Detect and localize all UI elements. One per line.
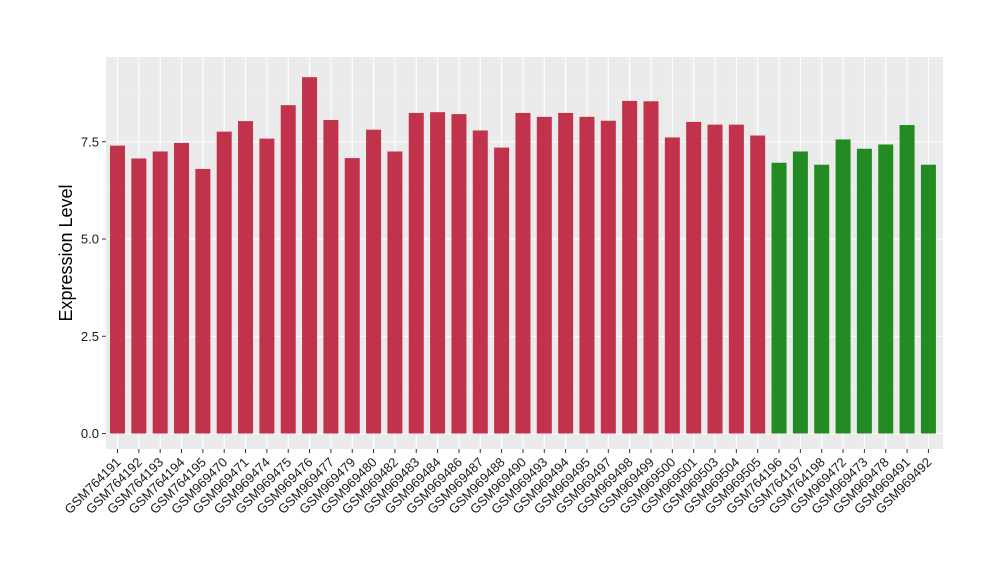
bar-GSM969491 [899, 125, 915, 434]
bar-GSM969505 [750, 135, 766, 434]
bar-GSM969486 [451, 114, 467, 434]
x-axis: GSM764191GSM764192GSM764193GSM764194GSM7… [61, 449, 935, 517]
y-tick-label: 0.0 [81, 426, 99, 441]
bar-GSM969490 [515, 112, 531, 434]
bar-GSM969480 [366, 129, 382, 434]
bar-GSM969479 [344, 158, 360, 434]
bar-GSM969501 [686, 121, 702, 434]
bar-GSM969482 [387, 151, 403, 434]
bar-GSM969473 [856, 148, 872, 434]
bar-GSM969488 [494, 147, 510, 434]
bar-GSM969493 [536, 116, 552, 434]
bar-GSM969494 [558, 112, 574, 434]
y-tick-label: 7.5 [81, 134, 99, 149]
bar-GSM969472 [835, 139, 851, 434]
y-tick-label: 5.0 [81, 232, 99, 247]
bar-GSM969474 [259, 138, 275, 434]
bar-GSM969497 [600, 120, 616, 434]
bar-GSM969471 [238, 121, 254, 434]
bar-GSM969498 [622, 100, 638, 434]
bar-GSM969476 [302, 77, 318, 434]
bar-GSM969500 [664, 137, 680, 434]
bar-GSM969475 [280, 105, 296, 434]
bar-GSM764193 [152, 151, 168, 434]
bar-GSM764194 [174, 142, 190, 434]
bar-GSM764192 [131, 158, 147, 434]
bar-GSM764197 [792, 151, 808, 434]
bar-GSM969487 [472, 130, 488, 434]
bar-GSM764191 [110, 145, 125, 434]
bar-GSM764196 [771, 162, 787, 434]
bar-GSM969492 [920, 164, 936, 434]
y-axis-title: Expression Level [56, 184, 76, 321]
bar-GSM764198 [814, 164, 830, 434]
bars-group [110, 77, 936, 434]
bar-GSM764195 [195, 168, 211, 434]
y-axis: 0.0 2.5 5.0 7.5 [81, 134, 106, 441]
y-tick-label: 2.5 [81, 329, 99, 344]
bar-GSM969478 [878, 144, 894, 434]
bar-GSM969495 [579, 116, 595, 434]
bar-GSM969477 [323, 119, 339, 434]
bar-GSM969504 [728, 124, 744, 434]
bar-GSM969503 [707, 124, 723, 434]
bar-GSM969470 [216, 131, 232, 434]
bar-GSM969484 [430, 112, 446, 434]
bar-GSM969483 [408, 112, 424, 434]
bar-GSM969499 [643, 101, 659, 434]
